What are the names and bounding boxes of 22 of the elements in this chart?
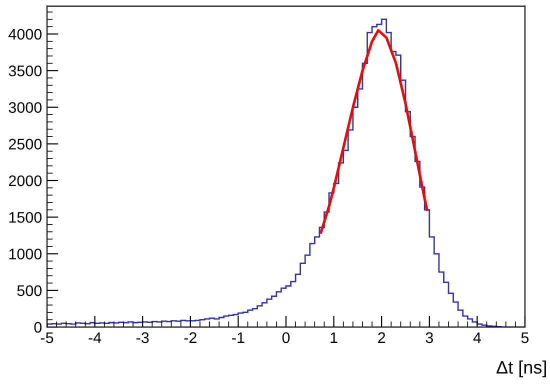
- y-tick-label: 3000: [8, 102, 42, 113]
- x-tick-label: -3: [136, 332, 149, 344]
- x-tick-label: 2: [378, 332, 386, 343]
- x-tick-label: 4: [473, 332, 481, 343]
- y-tick-label: 3500: [8, 65, 42, 76]
- x-axis-title: Δt [ns]: [496, 360, 546, 378]
- x-tick-label: -5: [40, 332, 54, 344]
- x-tick-label: 0: [282, 332, 290, 344]
- x-tick-label: -1: [232, 332, 244, 343]
- y-tick-label: 4000: [8, 28, 42, 40]
- y-tick-label: 1000: [9, 248, 42, 260]
- line-series: [320, 29, 428, 234]
- y-tick-label: 0: [34, 322, 42, 333]
- y-tick-label: 1500: [9, 212, 42, 223]
- x-tick-label: -2: [184, 332, 196, 343]
- y-tick-label: 500: [17, 285, 42, 296]
- x-tick-label: 3: [426, 332, 433, 344]
- x-tick-label: -4: [88, 332, 102, 343]
- x-tick-label: 1: [330, 332, 338, 343]
- y-tick-label: 2000: [8, 175, 42, 186]
- y-tick-label: 2500: [8, 138, 42, 150]
- x-tick-label: 5: [521, 332, 529, 344]
